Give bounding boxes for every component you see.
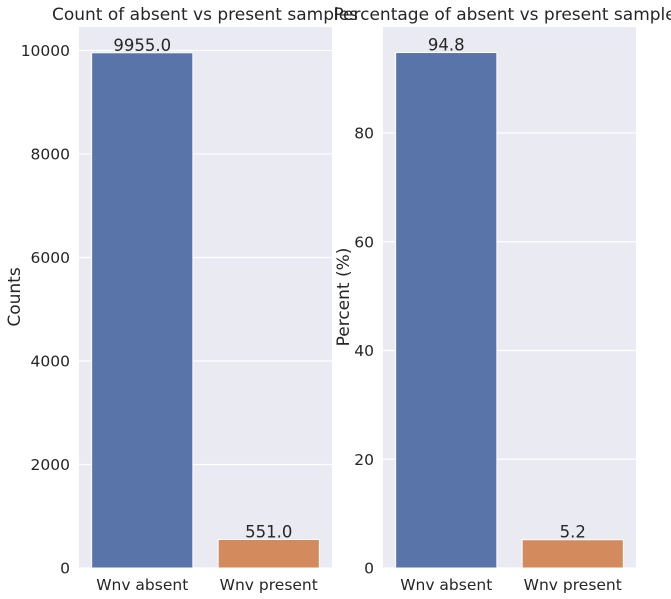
percent-x-tick-label: Wnv present bbox=[524, 576, 622, 594]
count-y-ticks: 0 2000 4000 6000 8000 10000 bbox=[21, 42, 70, 578]
percent-bar-value-label: 94.8 bbox=[428, 36, 465, 55]
percent-x-ticks: Wnv absent Wnv present bbox=[400, 576, 622, 594]
percent-bar-absent bbox=[395, 52, 498, 569]
count-y-tick-label: 6000 bbox=[31, 249, 70, 267]
count-x-tick-label: Wnv absent bbox=[96, 576, 188, 594]
count-bar-value-label: 9955.0 bbox=[113, 36, 171, 55]
count-y-tick-label: 0 bbox=[60, 560, 70, 578]
count-bars bbox=[91, 52, 320, 569]
percent-y-ticks: 0 20 40 60 80 bbox=[354, 125, 374, 578]
count-bar-present bbox=[217, 538, 320, 569]
percent-bar-value-label: 5.2 bbox=[560, 523, 586, 542]
count-y-tick-label: 2000 bbox=[31, 456, 70, 474]
count-bar-absent bbox=[91, 52, 194, 569]
percent-y-tick-label: 20 bbox=[354, 451, 374, 469]
percent-chart-title: Percentage of absent vs present samples bbox=[333, 5, 671, 25]
count-chart: 9955.0 551.0 0 2000 4000 6000 8000 10000 Wnv a… bbox=[5, 5, 358, 594]
percent-y-tick-label: 40 bbox=[354, 342, 374, 360]
count-x-tick-label: Wnv present bbox=[220, 576, 318, 594]
count-bar-value-label: 551.0 bbox=[245, 522, 292, 541]
count-y-tick-label: 4000 bbox=[31, 352, 70, 370]
count-y-tick-label: 8000 bbox=[31, 145, 70, 163]
count-chart-title: Count of absent vs present samples bbox=[52, 5, 358, 25]
percent-bars bbox=[395, 52, 624, 569]
percent-y-tick-label: 60 bbox=[354, 233, 374, 251]
count-x-ticks: Wnv absent Wnv present bbox=[96, 576, 318, 594]
count-bar-labels: 9955.0 551.0 bbox=[113, 36, 292, 542]
percent-y-axis-label: Percent (%) bbox=[334, 248, 354, 347]
percent-y-tick-label: 0 bbox=[364, 560, 374, 578]
percent-bar-labels: 94.8 5.2 bbox=[428, 36, 586, 542]
percent-x-tick-label: Wnv absent bbox=[400, 576, 492, 594]
count-y-axis-label: Counts bbox=[5, 267, 25, 326]
percent-y-tick-label: 80 bbox=[354, 125, 374, 143]
count-y-tick-label: 10000 bbox=[21, 42, 70, 60]
percent-bar-present bbox=[521, 539, 624, 569]
